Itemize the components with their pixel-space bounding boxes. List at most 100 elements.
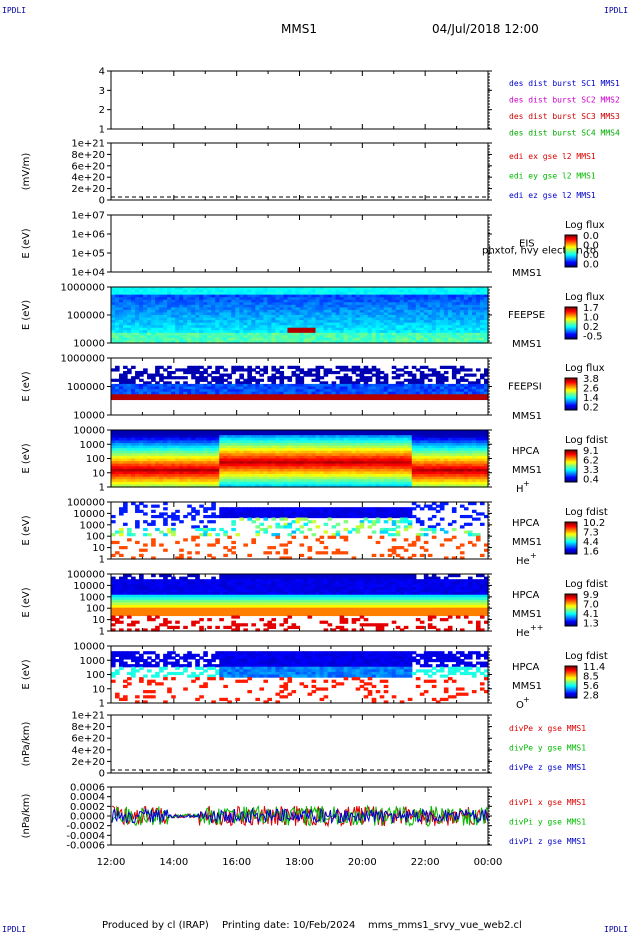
instrument-label: FEEPSI [508,382,542,393]
heatmap-cell [363,386,369,390]
heatmap-cell [243,394,248,398]
heatmap-cell [371,368,377,372]
heatmap-cell [463,302,469,306]
heatmap-cell [175,466,180,470]
heatmap-cell [351,461,357,465]
heatmap-cell [275,386,281,390]
heatmap-cell [279,373,285,377]
heatmap-cell [183,292,188,296]
heatmap-cell [359,445,365,449]
heatmap-cell [207,442,212,447]
heatmap-cell [211,437,216,441]
heatmap-cell [299,463,305,467]
heatmap-cell [335,471,341,475]
heatmap-cell [303,383,309,388]
heatmap-cell [367,389,373,393]
y-tick-label: 1000000 [60,354,105,365]
heatmap-cell [427,325,433,329]
heatmap-cell [239,307,244,311]
heatmap-cell [427,299,433,303]
heatmap-cell [299,386,305,390]
heatmap-cell [323,337,329,342]
heatmap-cell [187,317,192,321]
heatmap-cell [307,481,313,486]
heatmap-cell [323,297,329,301]
heatmap-cell [195,448,200,452]
heatmap-cell [111,368,116,372]
heatmap-cell [299,332,305,336]
heatmap-cell [199,383,204,388]
heatmap-cell [447,287,453,291]
heatmap-cell [287,471,293,475]
heatmap-cell [395,389,401,393]
heatmap-cell [355,391,361,395]
heatmap-cell [327,325,333,329]
heatmap-cell [243,458,248,462]
heatmap-cell [267,309,273,314]
heatmap-cell [275,466,281,470]
heatmap-cell [387,312,393,316]
heatmap-cell [363,292,369,296]
heatmap-cell [299,474,305,478]
heatmap-cell [295,320,301,324]
heatmap-cell [323,461,329,465]
heatmap-cell [295,309,301,314]
heatmap-cell [219,383,224,388]
heatmap-cell [211,315,216,319]
heatmap-cell [315,337,321,342]
heatmap-cell [187,396,192,401]
heatmap-cell [187,479,192,483]
heatmap-cell [339,287,345,291]
heatmap-cell [387,317,393,321]
heatmap-cell [323,442,329,447]
heatmap-cell [171,330,176,334]
heatmap-cell [235,335,240,339]
heatmap-cell [463,383,469,388]
heatmap-cell [231,463,236,467]
heatmap-cell [351,453,357,457]
heatmap-cell [231,484,236,488]
heatmap-cell [235,455,240,460]
heatmap-cell [423,386,429,390]
heatmap-cell [143,394,148,398]
heatmap-cell [283,376,289,380]
heatmap-cell [291,299,297,303]
heatmap-cell [139,394,144,398]
heatmap-cell [147,430,152,434]
heatmap-cell [215,463,220,467]
heatmap-cell [479,292,485,296]
heatmap-cell [263,332,269,336]
heatmap-cell [115,437,120,441]
heatmap-cell [439,332,445,336]
heatmap-cell [223,391,228,395]
heatmap-cell [323,289,329,293]
heatmap-cell [211,304,216,308]
colorbar-swatch [565,252,577,254]
heatmap-cell [315,302,321,306]
heatmap-cell [159,297,164,301]
heatmap-cell [179,445,184,449]
heatmap-cell [123,391,128,395]
heatmap-cell [223,299,228,303]
heatmap-cell [147,287,152,291]
heatmap-cell [443,312,449,316]
heatmap-cell [379,335,385,339]
heatmap-cell [347,442,353,447]
heatmap-cell [159,476,164,480]
heatmap-cell [275,294,281,298]
heatmap-cell [383,394,389,398]
heatmap-cell [195,320,200,324]
heatmap-cell [235,309,240,314]
heatmap-cell [467,292,473,296]
heatmap-cell [211,455,216,460]
heatmap-cell [311,383,317,388]
heatmap-cell [275,322,281,326]
heatmap-cell [111,312,116,316]
heatmap-cell [227,389,232,393]
heatmap-cell [119,453,124,457]
heatmap-cell [263,322,269,326]
heatmap-cell [235,476,240,480]
heatmap-cell [299,304,305,308]
heatmap-cell [331,458,337,462]
heatmap-cell [287,391,293,395]
